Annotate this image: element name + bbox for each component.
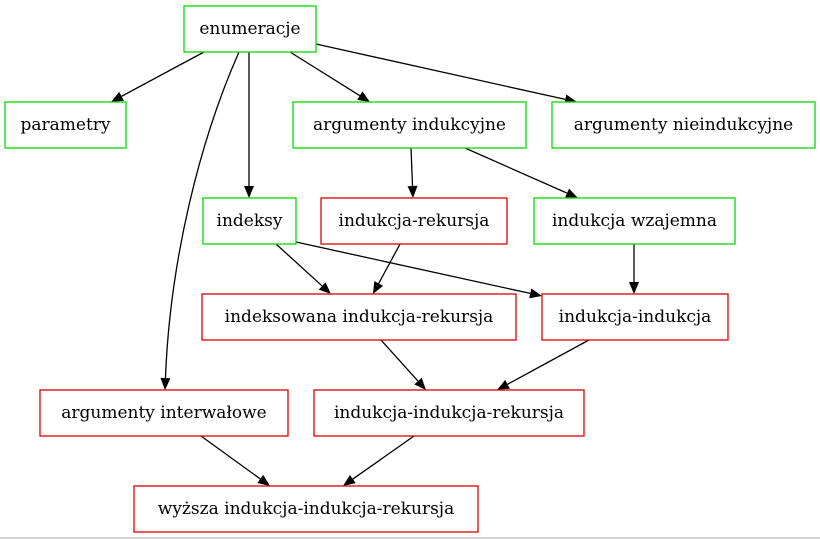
node-label: indeksy [217,211,283,231]
edge-indukcja-wzajemna-to-indukcja-indukcja [629,244,639,294]
node-argumenty-indukcyjne: argumenty indukcyjne [292,101,527,149]
node-label: enumeracje [199,19,300,39]
edge-line [410,147,414,187]
edges-layer [111,43,639,486]
node-indukcja-indukcja: indukcja-indukcja [541,293,729,341]
edge-enumeracje-to-argumenty-nieindukcyjne [315,43,577,105]
arrow-head [565,188,578,198]
edge-line [352,435,415,480]
arrow-head [373,281,384,294]
edge-argumenty-indukcyjne-to-indukcja-wzajemna [464,147,578,198]
edge-line [275,243,323,287]
edge-indeksy-to-indukcja-indukcja [295,241,542,299]
node-label: indukcja-rekursja [339,211,490,231]
node-parametry: parametry [4,101,127,149]
node-indukcja-wzajemna: indukcja wzajemna [533,197,736,245]
node-wyzsza-indukcja-indukcja-rekursja: wyższa indukcja-indukcja-rekursja [133,485,479,533]
arrow-head [414,377,426,390]
edge-enumeracje-to-argumenty-indukcyjne [289,51,370,102]
node-label: wyższa indukcja-indukcja-rekursja [158,499,454,519]
node-box [292,101,527,149]
edge-line [289,51,361,97]
edge-line [121,51,205,97]
arrow-head [257,474,270,486]
edge-indukcja-indukcja-to-indukcja-indukcja-rekursja [497,339,590,390]
node-box [201,293,517,341]
arrow-head [497,379,510,390]
arrow-head [357,91,370,102]
edge-line [380,339,419,382]
node-box [39,389,289,437]
node-label: indukcja-indukcja-rekursja [334,403,564,423]
edge-line [464,147,568,194]
node-label: indukcja wzajemna [552,211,717,231]
node-argumenty-interwalowe: argumenty interwałowe [39,389,289,437]
edge-indeksy-to-indeksowana-indukcja-rekursja [275,243,331,294]
edge-indeksowana-indukcja-rekursja-to-indukcja-indukcja-rekursja [380,339,426,390]
edge-line [507,339,590,385]
node-box [202,197,297,245]
node-label: parametry [20,115,110,135]
node-label: indeksowana indukcja-rekursja [225,307,494,327]
edge-enumeracje-to-argumenty-interwalowe [160,51,240,390]
node-label: argumenty indukcyjne [313,115,506,135]
arrow-head [407,185,418,198]
edge-argumenty-indukcyjne-to-indukcja-rekursja [407,147,418,198]
node-indeksy: indeksy [202,197,297,245]
node-box [183,5,317,53]
edge-enumeracje-to-indeksy [244,52,254,198]
node-box [551,101,816,149]
node-enumeracje: enumeracje [183,5,317,53]
node-box [4,101,127,149]
node-box [320,197,508,245]
arrow-head [529,288,542,299]
edge-indukcja-rekursja-to-indeksowana-indukcja-rekursja [373,243,401,294]
node-argumenty-nieindukcyjne: argumenty nieindukcyjne [551,101,816,149]
edge-line [200,435,261,480]
node-label: argumenty nieindukcyjne [574,115,793,135]
node-indukcja-rekursja: indukcja-rekursja [320,197,508,245]
edge-argumenty-interwalowe-to-wyzsza-indukcja-indukcja-rekursja [200,435,270,486]
node-label: indukcja-indukcja [559,307,712,327]
edge-line [164,51,240,379]
node-indukcja-indukcja-rekursja: indukcja-indukcja-rekursja [313,389,585,437]
edge-enumeracje-to-parametry [111,51,205,102]
edge-indukcja-indukcja-rekursja-to-wyzsza-indukcja-indukcja-rekursja [343,435,415,486]
edge-line [315,43,566,101]
arrow-head [111,91,124,102]
node-box [133,485,479,533]
arrow-head [244,186,254,198]
node-label: argumenty interwałowe [61,403,267,423]
nodes-layer: enumeracje parametry argumenty indukcyjne a… [4,5,816,533]
edge-line [378,243,401,284]
arrow-head [318,282,331,294]
arrow-head [629,282,639,294]
edge-line [295,241,531,295]
node-indeksowana-indukcja-rekursja: indeksowana indukcja-rekursja [201,293,517,341]
node-box [533,197,736,245]
arrow-head [160,377,171,390]
node-box [541,293,729,341]
arrow-head [343,475,356,486]
node-box [313,389,585,437]
